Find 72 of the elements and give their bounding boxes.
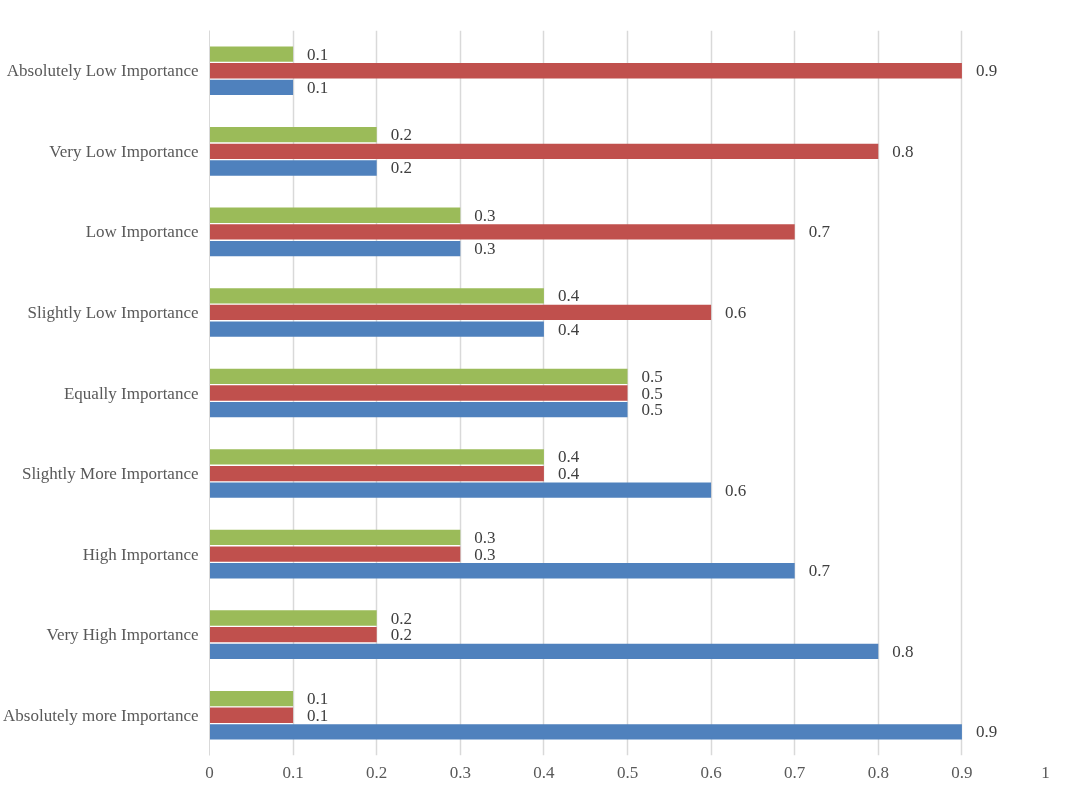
data-label: 0.9: [975, 722, 998, 742]
bar: [209, 288, 544, 304]
data-label: 0.2: [390, 158, 412, 178]
data-label: 0.3: [474, 205, 496, 225]
bar: [209, 401, 628, 418]
bar: [209, 321, 544, 337]
bar: [209, 304, 712, 321]
bar: [209, 724, 962, 740]
y-tick-label: Low Importance: [85, 222, 199, 242]
data-label: 0.5: [641, 400, 663, 420]
y-tick-label: Very High Importance: [46, 625, 199, 645]
data-label: 0.2: [390, 608, 412, 628]
bar: [209, 690, 294, 707]
bar: [209, 482, 712, 498]
bar: [209, 610, 377, 626]
bar: [209, 529, 461, 546]
bar: [209, 368, 628, 385]
x-tick-label: 0: [205, 762, 214, 782]
data-label: 0.7: [808, 222, 831, 242]
data-label: 0.1: [307, 77, 329, 97]
x-tick-label: 0.6: [700, 762, 722, 782]
data-label: 0.2: [390, 625, 412, 645]
data-label: 0.6: [725, 480, 747, 500]
x-tick-label: 0.5: [616, 762, 639, 782]
bar: [209, 79, 294, 96]
x-tick-label: 0.4: [533, 762, 556, 782]
data-label: 0.5: [641, 383, 663, 403]
data-label: 0.8: [892, 141, 914, 161]
x-tick-label: 0.8: [867, 762, 889, 782]
data-label: 0.5: [641, 366, 663, 386]
bar: [209, 546, 461, 562]
bar: [209, 465, 544, 482]
data-label: 0.8: [892, 641, 914, 661]
y-tick-label: Slightly Low Importance: [27, 302, 199, 322]
data-label: 0.6: [725, 302, 747, 322]
bar: [209, 449, 544, 465]
y-tick-label: Equally Importance: [63, 383, 199, 403]
bar: [209, 385, 628, 401]
data-label: 0.9: [975, 61, 998, 81]
bar: [209, 46, 294, 62]
data-label: 0.7: [808, 561, 831, 581]
data-label: 0.4: [557, 319, 580, 339]
x-tick-label: 0.7: [784, 762, 806, 782]
data-label: 0.2: [390, 125, 412, 145]
data-label: 0.4: [557, 286, 580, 306]
bar: [209, 240, 461, 257]
x-tick-label: 0.1: [282, 762, 304, 782]
data-label: 0.3: [474, 544, 496, 564]
x-tick-label: 1: [1041, 762, 1050, 782]
y-tick-label: Absolutely more Importance: [3, 705, 199, 725]
x-tick-label: 0.9: [951, 762, 973, 782]
data-label: 0.4: [557, 447, 580, 467]
y-tick-label: Slightly More Importance: [21, 464, 199, 484]
y-tick-label: Very Low Importance: [49, 141, 199, 161]
bar: [209, 563, 795, 579]
data-label: 0.1: [307, 44, 329, 64]
y-tick-label: Absolutely Low Importance: [6, 61, 199, 81]
data-label: 0.4: [557, 464, 580, 484]
bar: [209, 224, 795, 240]
x-tick-label: 0.3: [449, 762, 471, 782]
bar: [209, 160, 377, 176]
data-label: 0.3: [474, 239, 496, 259]
bar: [209, 207, 461, 223]
bar: [209, 707, 294, 723]
bar: [209, 643, 879, 659]
bar: [209, 63, 962, 79]
y-tick-label: High Importance: [82, 544, 199, 564]
data-label: 0.3: [474, 527, 496, 547]
x-tick-label: 0.2: [366, 762, 388, 782]
bar: [209, 627, 377, 643]
bar: [209, 127, 377, 143]
bar: [209, 143, 879, 159]
